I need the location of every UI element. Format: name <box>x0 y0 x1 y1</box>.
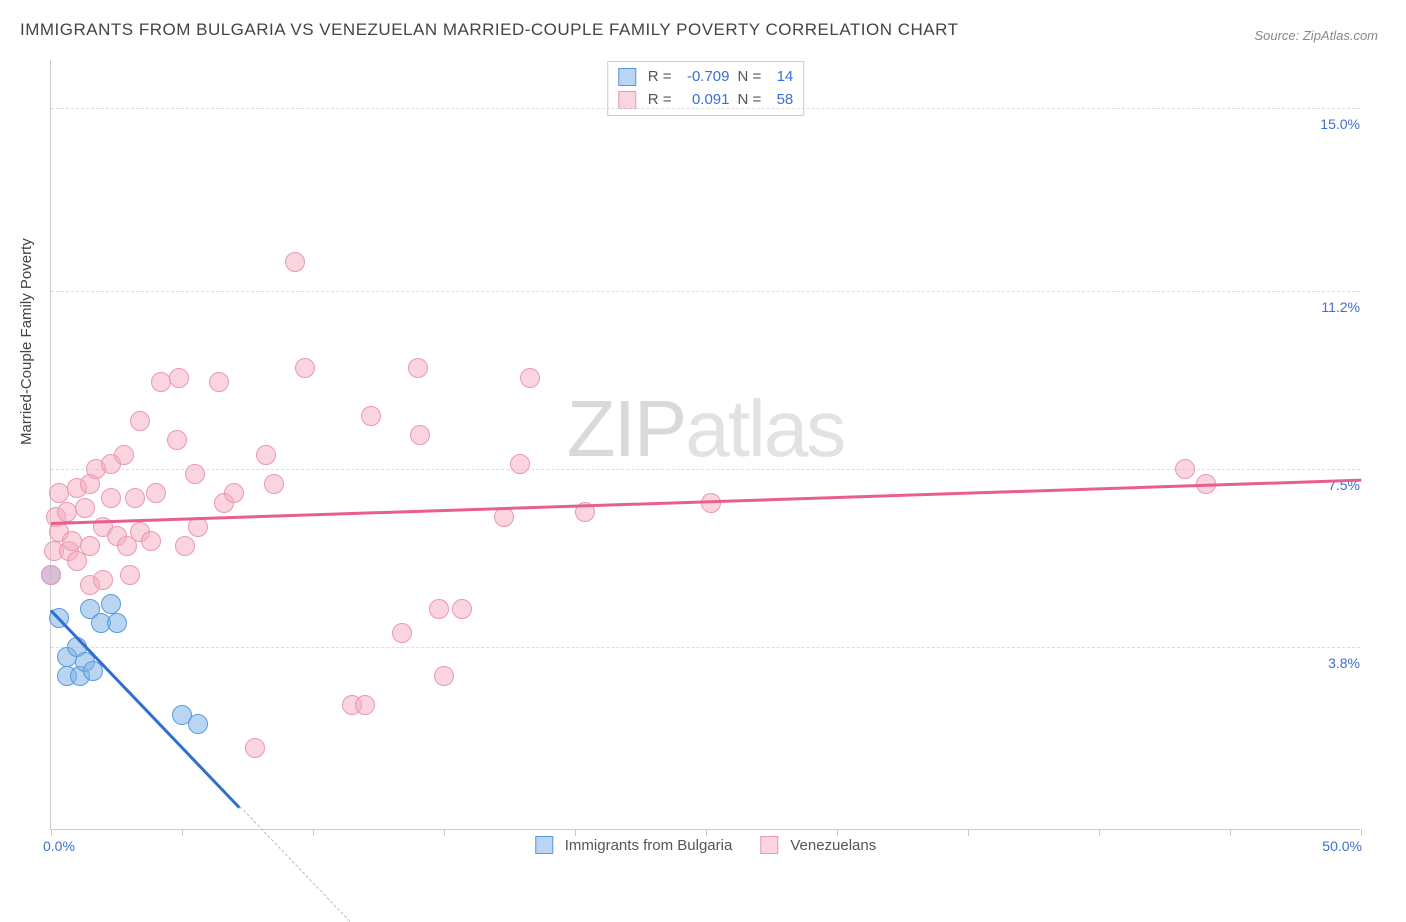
x-axis-min-label: 0.0% <box>43 838 75 854</box>
n-label: N = <box>738 66 762 89</box>
trend-line <box>50 609 240 808</box>
source-label: Source: ZipAtlas.com <box>1254 28 1378 43</box>
x-axis-tick <box>837 829 838 836</box>
data-point <box>185 464 205 484</box>
x-axis-tick <box>968 829 969 836</box>
data-point <box>355 695 375 715</box>
gridline <box>51 647 1360 648</box>
data-point <box>101 488 121 508</box>
legend-label-1: Immigrants from Bulgaria <box>565 837 733 854</box>
data-point <box>141 531 161 551</box>
data-point <box>146 483 166 503</box>
x-axis-tick <box>444 829 445 836</box>
n-value-1: 14 <box>769 66 793 89</box>
data-point <box>151 372 171 392</box>
legend-item-2: Venezuelans <box>760 836 876 854</box>
trend-line <box>51 479 1361 525</box>
swatch-blue-icon <box>618 68 636 86</box>
data-point <box>434 666 454 686</box>
data-point <box>494 507 514 527</box>
data-point <box>256 445 276 465</box>
data-point <box>392 623 412 643</box>
data-point <box>209 372 229 392</box>
data-point <box>169 368 189 388</box>
watermark-thin: atlas <box>685 384 844 473</box>
data-point <box>175 536 195 556</box>
y-axis-tick-label: 15.0% <box>1318 116 1362 132</box>
data-point <box>1175 459 1195 479</box>
x-axis-tick <box>182 829 183 836</box>
legend-label-2: Venezuelans <box>790 837 876 854</box>
x-axis-tick <box>1230 829 1231 836</box>
y-axis-tick-label: 3.8% <box>1326 655 1362 671</box>
r-label: R = <box>648 66 672 89</box>
data-point <box>285 252 305 272</box>
data-point <box>410 425 430 445</box>
data-point <box>93 570 113 590</box>
data-point <box>167 430 187 450</box>
data-point <box>510 454 530 474</box>
data-point <box>114 445 134 465</box>
x-axis-tick <box>1099 829 1100 836</box>
bottom-legend: Immigrants from Bulgaria Venezuelans <box>535 836 876 854</box>
trend-line <box>239 806 350 922</box>
data-point <box>408 358 428 378</box>
r-value-1: -0.709 <box>680 66 730 89</box>
stats-row-series-1: R = -0.709 N = 14 <box>618 66 794 89</box>
x-axis-tick <box>313 829 314 836</box>
gridline <box>51 469 1360 470</box>
data-point <box>49 483 69 503</box>
data-point <box>120 565 140 585</box>
data-point <box>101 594 121 614</box>
watermark: ZIPatlas <box>567 383 844 475</box>
data-point <box>75 498 95 518</box>
data-point <box>295 358 315 378</box>
data-point <box>41 565 61 585</box>
data-point <box>361 406 381 426</box>
data-point <box>125 488 145 508</box>
gridline <box>51 108 1360 109</box>
x-axis-tick <box>706 829 707 836</box>
watermark-bold: ZIP <box>567 384 685 473</box>
data-point <box>62 531 82 551</box>
data-point <box>245 738 265 758</box>
x-axis-tick <box>51 829 52 836</box>
data-point <box>188 714 208 734</box>
data-point <box>264 474 284 494</box>
chart-plot-area: ZIPatlas R = -0.709 N = 14 R = 0.091 N =… <box>50 60 1360 830</box>
data-point <box>107 613 127 633</box>
legend-item-1: Immigrants from Bulgaria <box>535 836 733 854</box>
x-axis-max-label: 50.0% <box>1322 838 1362 854</box>
y-axis-title: Married-Couple Family Poverty <box>18 238 35 445</box>
data-point <box>429 599 449 619</box>
swatch-blue-icon <box>535 836 553 854</box>
data-point <box>80 536 100 556</box>
swatch-pink-icon <box>760 836 778 854</box>
x-axis-tick <box>1361 829 1362 836</box>
data-point <box>520 368 540 388</box>
data-point <box>57 502 77 522</box>
data-point <box>224 483 244 503</box>
data-point <box>452 599 472 619</box>
swatch-pink-icon <box>618 91 636 109</box>
y-axis-tick-label: 11.2% <box>1319 299 1362 315</box>
gridline <box>51 291 1360 292</box>
x-axis-tick <box>575 829 576 836</box>
data-point <box>130 411 150 431</box>
chart-title: IMMIGRANTS FROM BULGARIA VS VENEZUELAN M… <box>20 20 959 40</box>
